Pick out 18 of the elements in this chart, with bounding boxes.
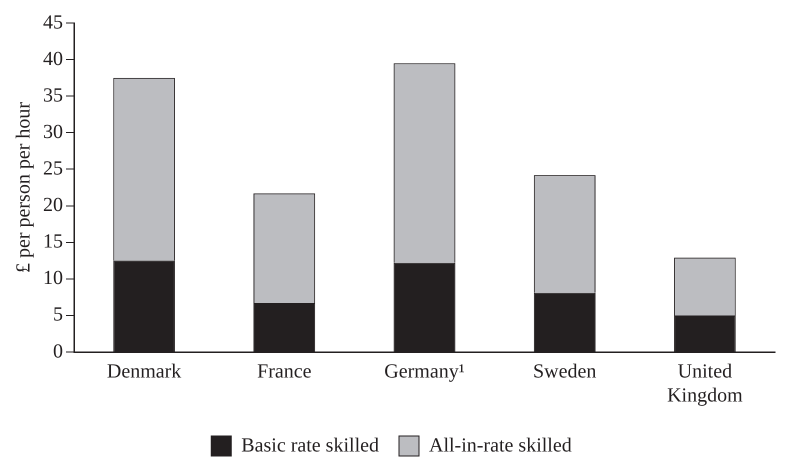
legend-label: All-in-rate skilled <box>429 434 572 456</box>
y-tick-label: 15 <box>43 230 63 253</box>
x-tick-label: United Kingdom <box>667 360 744 406</box>
y-tick-label: 25 <box>43 157 63 180</box>
x-tick-label: Denmark <box>106 360 182 382</box>
y-tick-label: 45 <box>43 11 63 34</box>
x-tick-label: Germany¹ <box>384 360 465 382</box>
y-axis-title: £ per person per hour <box>12 102 34 274</box>
legend-label: Basic rate skilled <box>241 434 379 456</box>
x-tick-label: Sweden <box>533 360 596 382</box>
x-tick-label: France <box>257 360 312 382</box>
y-tick-label: 0 <box>53 340 63 362</box>
y-tick-label: 35 <box>43 84 63 106</box>
y-tick-label: 10 <box>43 267 63 290</box>
y-tick-label: 20 <box>43 194 63 216</box>
y-tick-label: 5 <box>53 304 63 326</box>
y-tick-label: 30 <box>43 120 63 143</box>
y-tick-label: 40 <box>43 48 63 70</box>
